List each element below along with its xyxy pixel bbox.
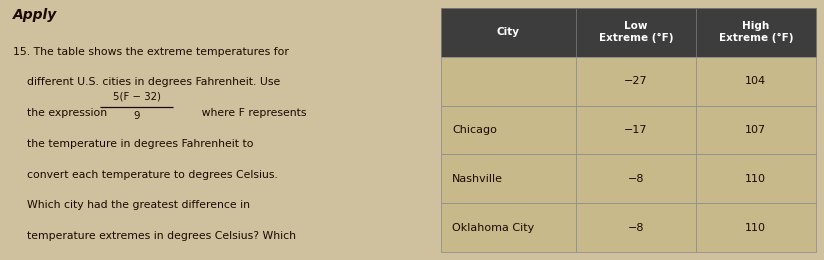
- Text: Low
Extreme (°F): Low Extreme (°F): [598, 21, 673, 43]
- Text: 104: 104: [745, 76, 766, 86]
- Bar: [576, 203, 695, 252]
- Text: different U.S. cities in degrees Fahrenheit. Use: different U.S. cities in degrees Fahrenh…: [12, 77, 280, 87]
- Text: City: City: [497, 27, 520, 37]
- Bar: [441, 154, 576, 203]
- Text: 107: 107: [745, 125, 766, 135]
- Text: Which city had the greatest difference in: Which city had the greatest difference i…: [12, 200, 250, 210]
- Bar: [441, 106, 576, 154]
- Bar: [441, 8, 576, 57]
- Text: High
Extreme (°F): High Extreme (°F): [719, 21, 793, 43]
- Text: Apply: Apply: [12, 8, 57, 22]
- Text: the temperature in degrees Fahrenheit to: the temperature in degrees Fahrenheit to: [12, 139, 253, 149]
- Bar: [695, 154, 816, 203]
- Text: convert each temperature to degrees Celsius.: convert each temperature to degrees Cels…: [12, 170, 278, 179]
- Bar: [576, 8, 695, 57]
- Text: Chicago: Chicago: [452, 125, 497, 135]
- Bar: [695, 8, 816, 57]
- Text: 9: 9: [133, 111, 140, 121]
- Bar: [441, 203, 576, 252]
- Text: −17: −17: [624, 125, 648, 135]
- Text: 15. The table shows the extreme temperatures for: 15. The table shows the extreme temperat…: [12, 47, 288, 57]
- Text: 110: 110: [745, 174, 766, 184]
- Bar: [695, 57, 816, 106]
- Text: 5(F − 32): 5(F − 32): [113, 92, 161, 102]
- Text: −8: −8: [628, 174, 644, 184]
- Text: temperature extremes in degrees Celsius? Which: temperature extremes in degrees Celsius?…: [12, 231, 296, 241]
- Bar: [576, 106, 695, 154]
- Bar: [441, 57, 576, 106]
- Bar: [695, 106, 816, 154]
- Text: Oklahoma City: Oklahoma City: [452, 223, 534, 233]
- Text: −8: −8: [628, 223, 644, 233]
- Text: Nashville: Nashville: [452, 174, 503, 184]
- Text: −27: −27: [624, 76, 648, 86]
- Bar: [576, 154, 695, 203]
- Bar: [695, 203, 816, 252]
- Text: 110: 110: [745, 223, 766, 233]
- Bar: [576, 57, 695, 106]
- Text: the expression                           where F represents: the expression where F represents: [12, 108, 306, 118]
